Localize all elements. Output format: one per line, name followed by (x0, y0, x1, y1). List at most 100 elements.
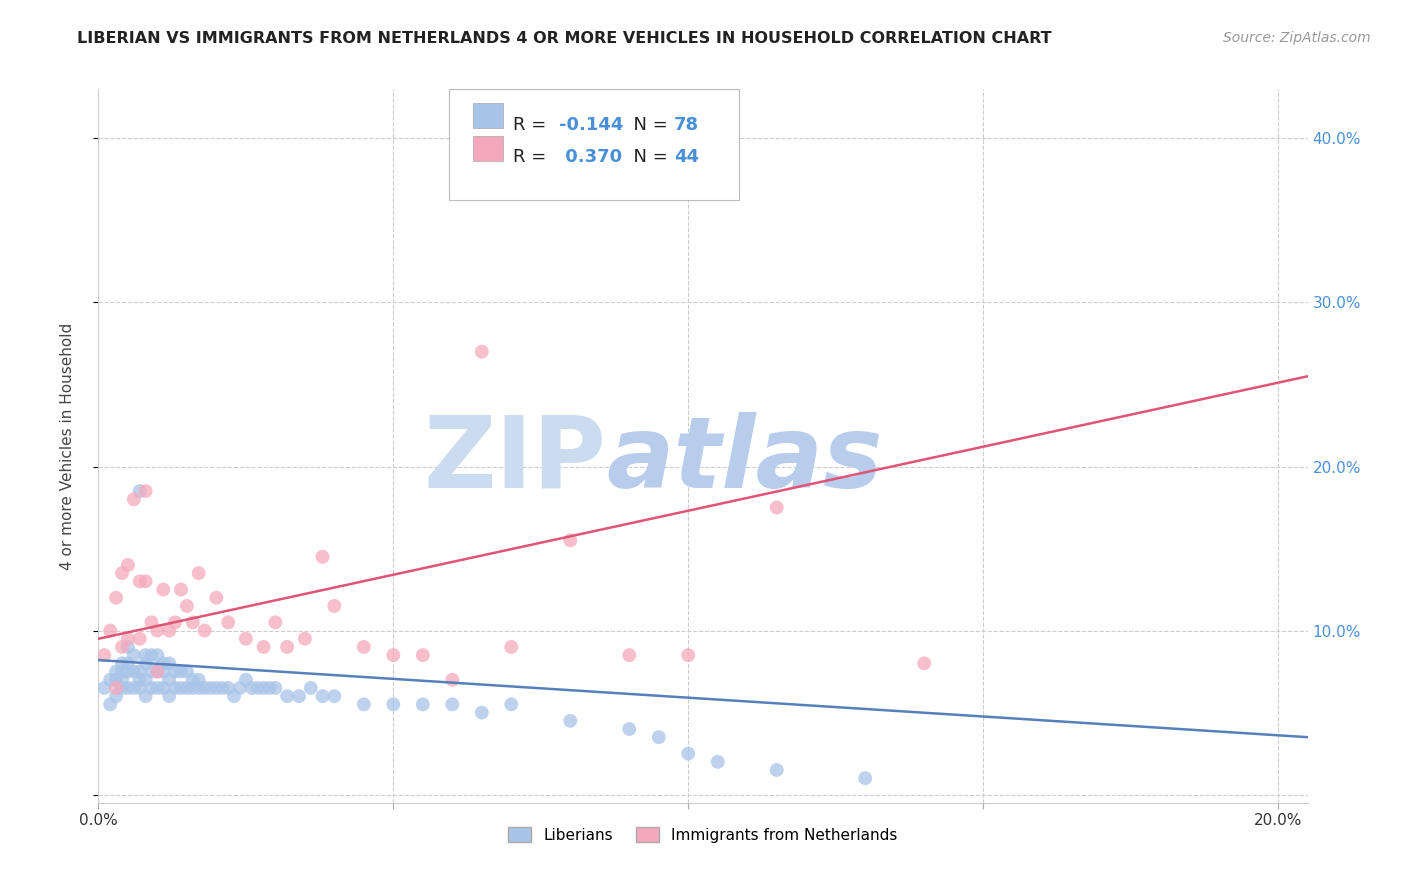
Point (111, 673, 134, 687)
Y-axis label: 4 or more Vehicles in Household: 4 or more Vehicles in Household (60, 322, 75, 570)
Point (501, 640, 523, 654)
Point (111, 657, 134, 671)
Point (170, 665, 193, 679)
Text: ZIP: ZIP (423, 412, 606, 508)
Point (141, 681, 163, 695)
Point (170, 681, 193, 695)
Point (128, 574, 150, 589)
Point (135, 689, 157, 703)
Text: 78: 78 (673, 116, 699, 134)
Point (187, 681, 209, 695)
Text: Source: ZipAtlas.com: Source: ZipAtlas.com (1223, 31, 1371, 45)
Point (619, 722, 641, 736)
Point (146, 648, 169, 662)
Text: LIBERIAN VS IMMIGRANTS FROM NETHERLANDS 4 OR MORE VEHICLES IN HOUSEHOLD CORRELAT: LIBERIAN VS IMMIGRANTS FROM NETHERLANDS … (77, 31, 1052, 46)
Point (648, 730, 671, 744)
Text: N =: N = (621, 116, 673, 134)
Point (323, 599, 346, 613)
Text: R =: R = (513, 148, 553, 166)
Point (299, 681, 322, 695)
Point (240, 681, 263, 695)
Point (128, 632, 150, 646)
Point (117, 665, 139, 679)
Point (105, 681, 128, 695)
Point (146, 665, 169, 679)
Point (176, 599, 198, 613)
Point (441, 698, 464, 712)
FancyBboxPatch shape (474, 136, 503, 161)
FancyBboxPatch shape (449, 89, 740, 200)
Point (152, 582, 174, 597)
Point (141, 648, 163, 662)
Point (187, 673, 209, 687)
Point (105, 591, 128, 605)
Point (235, 673, 257, 687)
Point (765, 763, 787, 777)
Text: 0.370: 0.370 (560, 148, 623, 166)
Point (912, 657, 935, 671)
Point (105, 673, 128, 687)
Point (128, 673, 150, 687)
Point (135, 673, 157, 687)
Point (146, 681, 169, 695)
Point (135, 648, 157, 662)
Point (93, 648, 115, 662)
Point (117, 558, 139, 572)
Point (176, 665, 198, 679)
Point (222, 689, 245, 703)
Point (235, 632, 257, 646)
Text: R =: R = (513, 116, 553, 134)
Point (853, 771, 876, 785)
Point (246, 681, 269, 695)
Point (501, 698, 523, 712)
Point (176, 681, 198, 695)
Text: 44: 44 (673, 148, 699, 166)
Point (128, 484, 150, 499)
Point (412, 648, 434, 662)
Point (205, 591, 228, 605)
Point (105, 665, 128, 679)
Point (276, 640, 298, 654)
Point (217, 681, 239, 695)
Point (276, 689, 298, 703)
Point (98, 624, 121, 638)
Point (200, 681, 222, 695)
Point (288, 689, 311, 703)
Point (135, 574, 157, 589)
Point (323, 689, 346, 703)
Legend: Liberians, Immigrants from Netherlands: Liberians, Immigrants from Netherlands (502, 821, 904, 848)
Text: -0.144: -0.144 (560, 116, 623, 134)
Point (122, 648, 145, 662)
Point (165, 665, 187, 679)
Point (152, 665, 174, 679)
Point (205, 681, 228, 695)
Point (181, 673, 204, 687)
Point (211, 681, 233, 695)
Point (122, 492, 145, 507)
Point (111, 681, 134, 695)
Point (165, 681, 187, 695)
Point (146, 665, 169, 679)
Point (117, 657, 139, 671)
Point (152, 657, 174, 671)
Point (141, 615, 163, 630)
Point (165, 615, 187, 630)
Point (122, 681, 145, 695)
Point (181, 681, 204, 695)
Point (128, 665, 150, 679)
Point (252, 681, 274, 695)
Point (157, 624, 180, 638)
Point (128, 681, 150, 695)
Point (170, 582, 193, 597)
Text: atlas: atlas (606, 412, 883, 508)
Point (382, 648, 405, 662)
Point (141, 665, 163, 679)
Point (98, 698, 121, 712)
Point (678, 648, 700, 662)
Point (105, 689, 128, 703)
Point (311, 549, 333, 564)
Point (382, 698, 405, 712)
Point (111, 566, 134, 581)
Point (412, 698, 434, 712)
Point (194, 624, 217, 638)
